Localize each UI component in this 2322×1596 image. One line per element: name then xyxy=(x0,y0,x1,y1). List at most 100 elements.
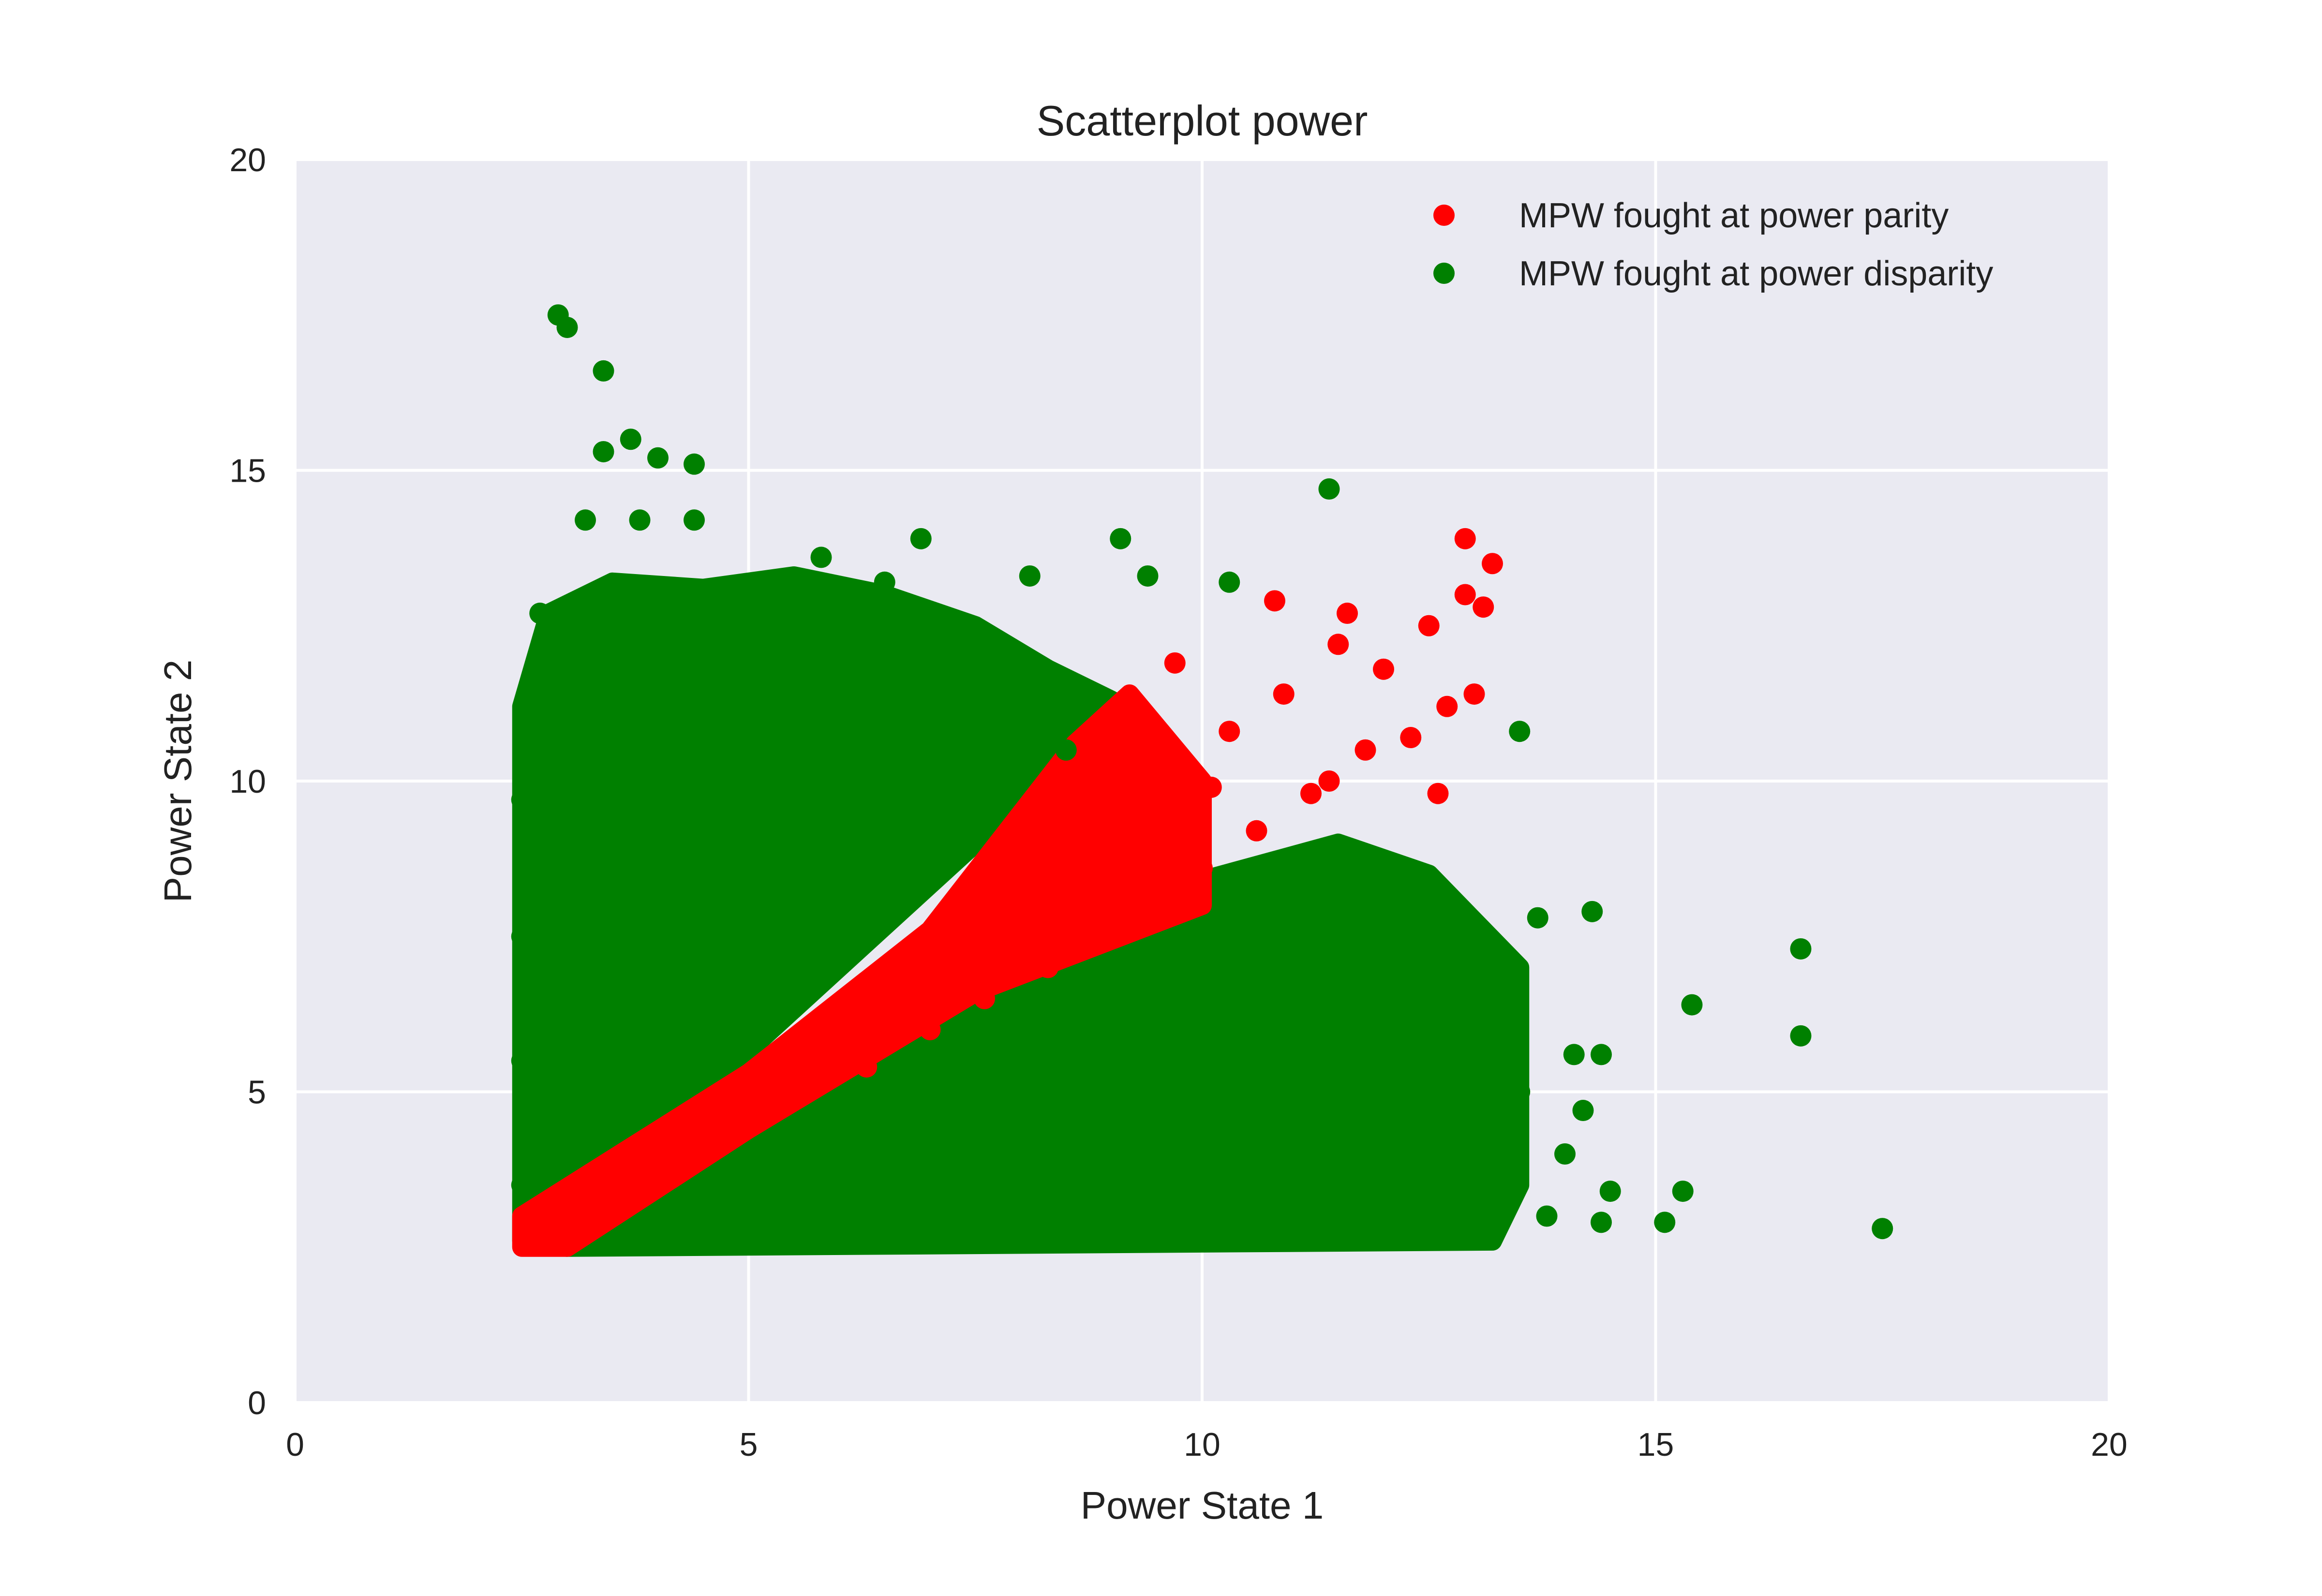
disparity-point xyxy=(556,646,578,667)
disparity-point xyxy=(910,528,932,549)
parity-point xyxy=(1373,658,1394,680)
disparity-point xyxy=(1019,565,1041,587)
disparity-point xyxy=(1672,1181,1694,1202)
x-axis-label: Power State 1 xyxy=(1081,1484,1324,1527)
parity-point xyxy=(1400,727,1422,749)
disparity-point xyxy=(647,926,669,947)
disparity-point xyxy=(629,509,651,531)
disparity-point xyxy=(1591,1044,1612,1065)
disparity-point xyxy=(1373,895,1394,916)
parity-point xyxy=(1010,926,1031,947)
disparity-point xyxy=(1599,1181,1621,1202)
disparity-point xyxy=(602,1081,624,1103)
legend-marker-parity xyxy=(1433,205,1455,226)
disparity-point xyxy=(829,658,850,680)
parity-point xyxy=(1173,801,1195,823)
disparity-point xyxy=(1681,994,1703,1016)
disparity-point xyxy=(1790,1025,1812,1047)
parity-point xyxy=(1264,590,1285,612)
parity-point xyxy=(1318,770,1340,792)
disparity-point xyxy=(1572,1100,1594,1122)
disparity-point xyxy=(593,441,614,462)
parity-point xyxy=(647,1168,669,1190)
parity-point xyxy=(1037,957,1059,978)
parity-point xyxy=(1354,739,1376,761)
disparity-point xyxy=(520,677,542,699)
disparity-point xyxy=(1591,1212,1612,1233)
chart-title: Scatterplot power xyxy=(1037,97,1368,145)
x-tick-label: 20 xyxy=(2091,1426,2128,1463)
disparity-point xyxy=(1527,907,1548,929)
disparity-point xyxy=(1219,571,1240,593)
disparity-point xyxy=(1463,988,1485,1009)
legend-marker-disparity xyxy=(1433,263,1455,284)
parity-point xyxy=(1327,634,1349,655)
parity-point xyxy=(856,1056,878,1078)
disparity-point xyxy=(1055,739,1077,761)
disparity-point xyxy=(1509,1081,1531,1103)
parity-point xyxy=(1463,683,1485,705)
y-tick-label: 15 xyxy=(229,453,266,489)
parity-point xyxy=(1219,721,1240,742)
parity-point xyxy=(1454,584,1476,606)
disparity-point xyxy=(738,646,759,667)
disparity-point xyxy=(556,316,578,338)
disparity-point xyxy=(529,603,551,624)
x-tick-labels: 0 5 10 15 20 xyxy=(286,1426,2128,1463)
disparity-point xyxy=(1563,1044,1585,1065)
disparity-point xyxy=(919,1218,941,1240)
parity-point xyxy=(1200,776,1222,798)
parity-point xyxy=(883,1006,905,1028)
disparity-point xyxy=(874,571,895,593)
y-tick-label: 5 xyxy=(248,1074,266,1111)
density-regions xyxy=(512,566,1530,1257)
parity-point xyxy=(1454,528,1476,549)
disparity-point xyxy=(1554,1143,1576,1165)
parity-point xyxy=(829,1044,850,1065)
disparity-point xyxy=(1581,901,1603,922)
disparity-point xyxy=(919,1174,941,1196)
disparity-point xyxy=(556,1019,578,1040)
y-tick-label: 20 xyxy=(229,142,266,178)
disparity-point xyxy=(647,677,669,699)
disparity-point xyxy=(511,1174,533,1196)
parity-point xyxy=(1482,553,1503,575)
y-tick-label: 10 xyxy=(229,763,266,800)
disparity-point xyxy=(1872,1218,1893,1240)
parity-point xyxy=(1300,783,1322,804)
disparity-point xyxy=(810,547,832,568)
parity-point xyxy=(919,1019,941,1040)
parity-point xyxy=(575,1199,596,1221)
parity-point xyxy=(520,1230,542,1252)
parity-point xyxy=(1436,695,1458,717)
legend-label-parity: MPW fought at power parity xyxy=(1519,196,1949,235)
disparity-point xyxy=(1137,565,1159,587)
x-tick-label: 0 xyxy=(286,1426,304,1463)
disparity-point xyxy=(1790,938,1812,960)
disparity-point xyxy=(1282,988,1304,1009)
disparity-point xyxy=(1110,528,1131,549)
disparity-point xyxy=(1418,1224,1440,1246)
y-tick-labels: 0 5 10 15 20 xyxy=(229,142,266,1421)
parity-point xyxy=(946,963,968,985)
parity-point xyxy=(547,1218,569,1240)
disparity-point xyxy=(1654,1212,1676,1233)
parity-point xyxy=(1427,783,1449,804)
disparity-point xyxy=(1101,1143,1122,1165)
disparity-point xyxy=(511,789,533,811)
parity-point xyxy=(1273,683,1295,705)
x-tick-label: 15 xyxy=(1637,1426,1674,1463)
parity-point xyxy=(1101,919,1122,941)
parity-point xyxy=(1146,882,1168,904)
disparity-point xyxy=(1509,721,1531,742)
parity-point xyxy=(1337,603,1358,624)
disparity-point xyxy=(593,360,614,382)
parity-point xyxy=(1418,615,1440,636)
parity-point xyxy=(611,1181,632,1202)
disparity-point xyxy=(511,1050,533,1072)
disparity-point xyxy=(1463,1174,1485,1196)
parity-point xyxy=(1164,652,1186,674)
parity-point xyxy=(792,1081,814,1103)
parity-point xyxy=(1064,882,1086,904)
